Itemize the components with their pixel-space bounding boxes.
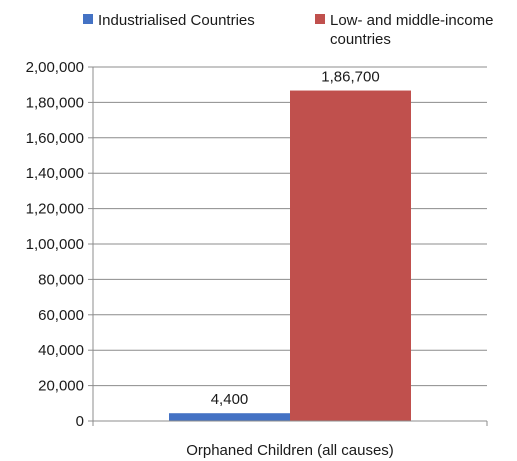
y-tick-label: 1,60,000 [26,130,84,147]
legend: Industrialised Countries Low- and middle-… [83,12,493,48]
y-tick-label: 80,000 [38,271,84,288]
bars [169,90,411,421]
data-labels: 4,400 1,86,700 [211,69,380,409]
bar [169,413,290,421]
x-category-label: Orphaned Children (all causes) [186,442,394,459]
y-tick-label: 20,000 [38,378,84,395]
y-tick-label: 1,00,000 [26,236,84,253]
y-axis: 0 20,000 40,000 60,000 80,000 1,00,000 1,20,00… [26,59,94,430]
x-axis: Orphaned Children (all causes) [92,420,488,459]
legend-label: countries [330,31,391,48]
y-tick-label: 40,000 [38,342,84,359]
data-label: 4,400 [211,391,249,408]
y-tick-label: 1,20,000 [26,201,84,218]
legend-swatch [315,14,325,24]
legend-item: Industrialised Countries [83,12,255,29]
y-tick-label: 1,80,000 [26,94,84,111]
legend-item: Low- and middle-income countries [315,12,493,48]
data-label: 1,86,700 [321,69,379,86]
y-tick-label: 1,40,000 [26,165,84,182]
legend-label: Industrialised Countries [98,12,255,29]
legend-swatch [83,14,93,24]
y-tick-label: 60,000 [38,307,84,324]
y-tick-label: 0 [76,413,84,430]
legend-label: Low- and middle-income [330,12,493,29]
bar [290,90,411,421]
y-tick-label: 2,00,000 [26,59,84,76]
